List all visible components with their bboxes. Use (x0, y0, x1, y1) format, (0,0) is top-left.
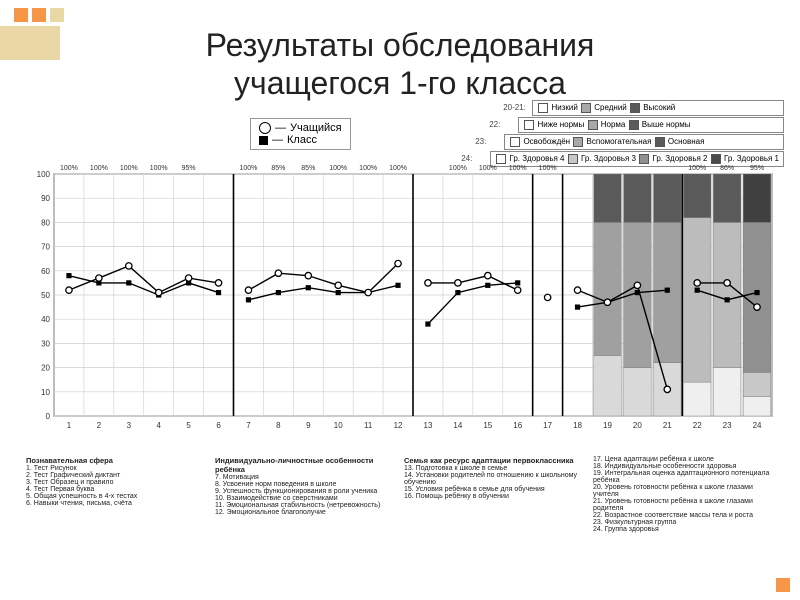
decor-squares (14, 8, 68, 27)
svg-text:30: 30 (41, 339, 50, 348)
svg-text:11: 11 (364, 421, 373, 430)
svg-text:10: 10 (41, 388, 50, 397)
footnotes: Познавательная сфера1. Тест Рисунок2. Те… (26, 456, 776, 533)
svg-text:85%: 85% (301, 165, 315, 172)
slide-title: Результаты обследования учащегося 1-го к… (0, 26, 800, 102)
svg-text:23: 23 (723, 421, 732, 430)
svg-text:100%: 100% (389, 165, 407, 172)
title-line1: Результаты обследования (206, 27, 595, 63)
svg-text:17: 17 (543, 421, 552, 430)
svg-text:100%: 100% (509, 165, 527, 172)
legend-class: Класс (287, 134, 317, 146)
svg-text:100%: 100% (150, 165, 168, 172)
svg-text:1: 1 (67, 421, 72, 430)
svg-text:15: 15 (483, 421, 492, 430)
svg-text:100%: 100% (240, 165, 258, 172)
legend-student: Учащийся (290, 122, 342, 134)
svg-text:7: 7 (246, 421, 251, 430)
svg-text:100%: 100% (688, 165, 706, 172)
title-line2: учащегося 1-го класса (234, 65, 566, 101)
svg-text:14: 14 (453, 421, 462, 430)
svg-text:70: 70 (41, 243, 50, 252)
svg-text:2: 2 (97, 421, 102, 430)
svg-text:16: 16 (513, 421, 522, 430)
svg-text:21: 21 (663, 421, 672, 430)
svg-text:90: 90 (41, 194, 50, 203)
svg-text:40: 40 (41, 315, 50, 324)
svg-text:4: 4 (156, 421, 161, 430)
svg-text:86%: 86% (720, 165, 734, 172)
svg-text:95%: 95% (750, 165, 764, 172)
svg-text:20: 20 (41, 364, 50, 373)
svg-text:18: 18 (573, 421, 582, 430)
svg-text:100: 100 (37, 170, 51, 179)
svg-text:100%: 100% (120, 165, 138, 172)
svg-text:8: 8 (276, 421, 281, 430)
svg-text:100%: 100% (359, 165, 377, 172)
series-legend: —Учащийся —Класс (250, 118, 351, 150)
svg-text:100%: 100% (539, 165, 557, 172)
svg-text:9: 9 (306, 421, 311, 430)
svg-text:100%: 100% (60, 165, 78, 172)
svg-text:100%: 100% (329, 165, 347, 172)
svg-text:12: 12 (394, 421, 403, 430)
svg-text:22: 22 (693, 421, 702, 430)
svg-text:13: 13 (424, 421, 433, 430)
svg-text:3: 3 (127, 421, 132, 430)
svg-text:10: 10 (334, 421, 343, 430)
svg-text:85%: 85% (271, 165, 285, 172)
svg-text:20: 20 (633, 421, 642, 430)
svg-text:24: 24 (753, 421, 762, 430)
slide: Результаты обследования учащегося 1-го к… (0, 0, 800, 600)
svg-text:100%: 100% (449, 165, 467, 172)
svg-text:95%: 95% (182, 165, 196, 172)
svg-text:5: 5 (186, 421, 191, 430)
main-chart: 0102030405060708090100100%100%100%100%95… (26, 158, 776, 438)
svg-text:100%: 100% (90, 165, 108, 172)
svg-text:60: 60 (41, 267, 50, 276)
svg-text:80: 80 (41, 218, 50, 227)
svg-text:6: 6 (216, 421, 221, 430)
svg-text:19: 19 (603, 421, 612, 430)
svg-text:100%: 100% (479, 165, 497, 172)
svg-text:50: 50 (41, 291, 50, 300)
svg-text:0: 0 (46, 412, 51, 421)
decor-corner (776, 578, 790, 592)
